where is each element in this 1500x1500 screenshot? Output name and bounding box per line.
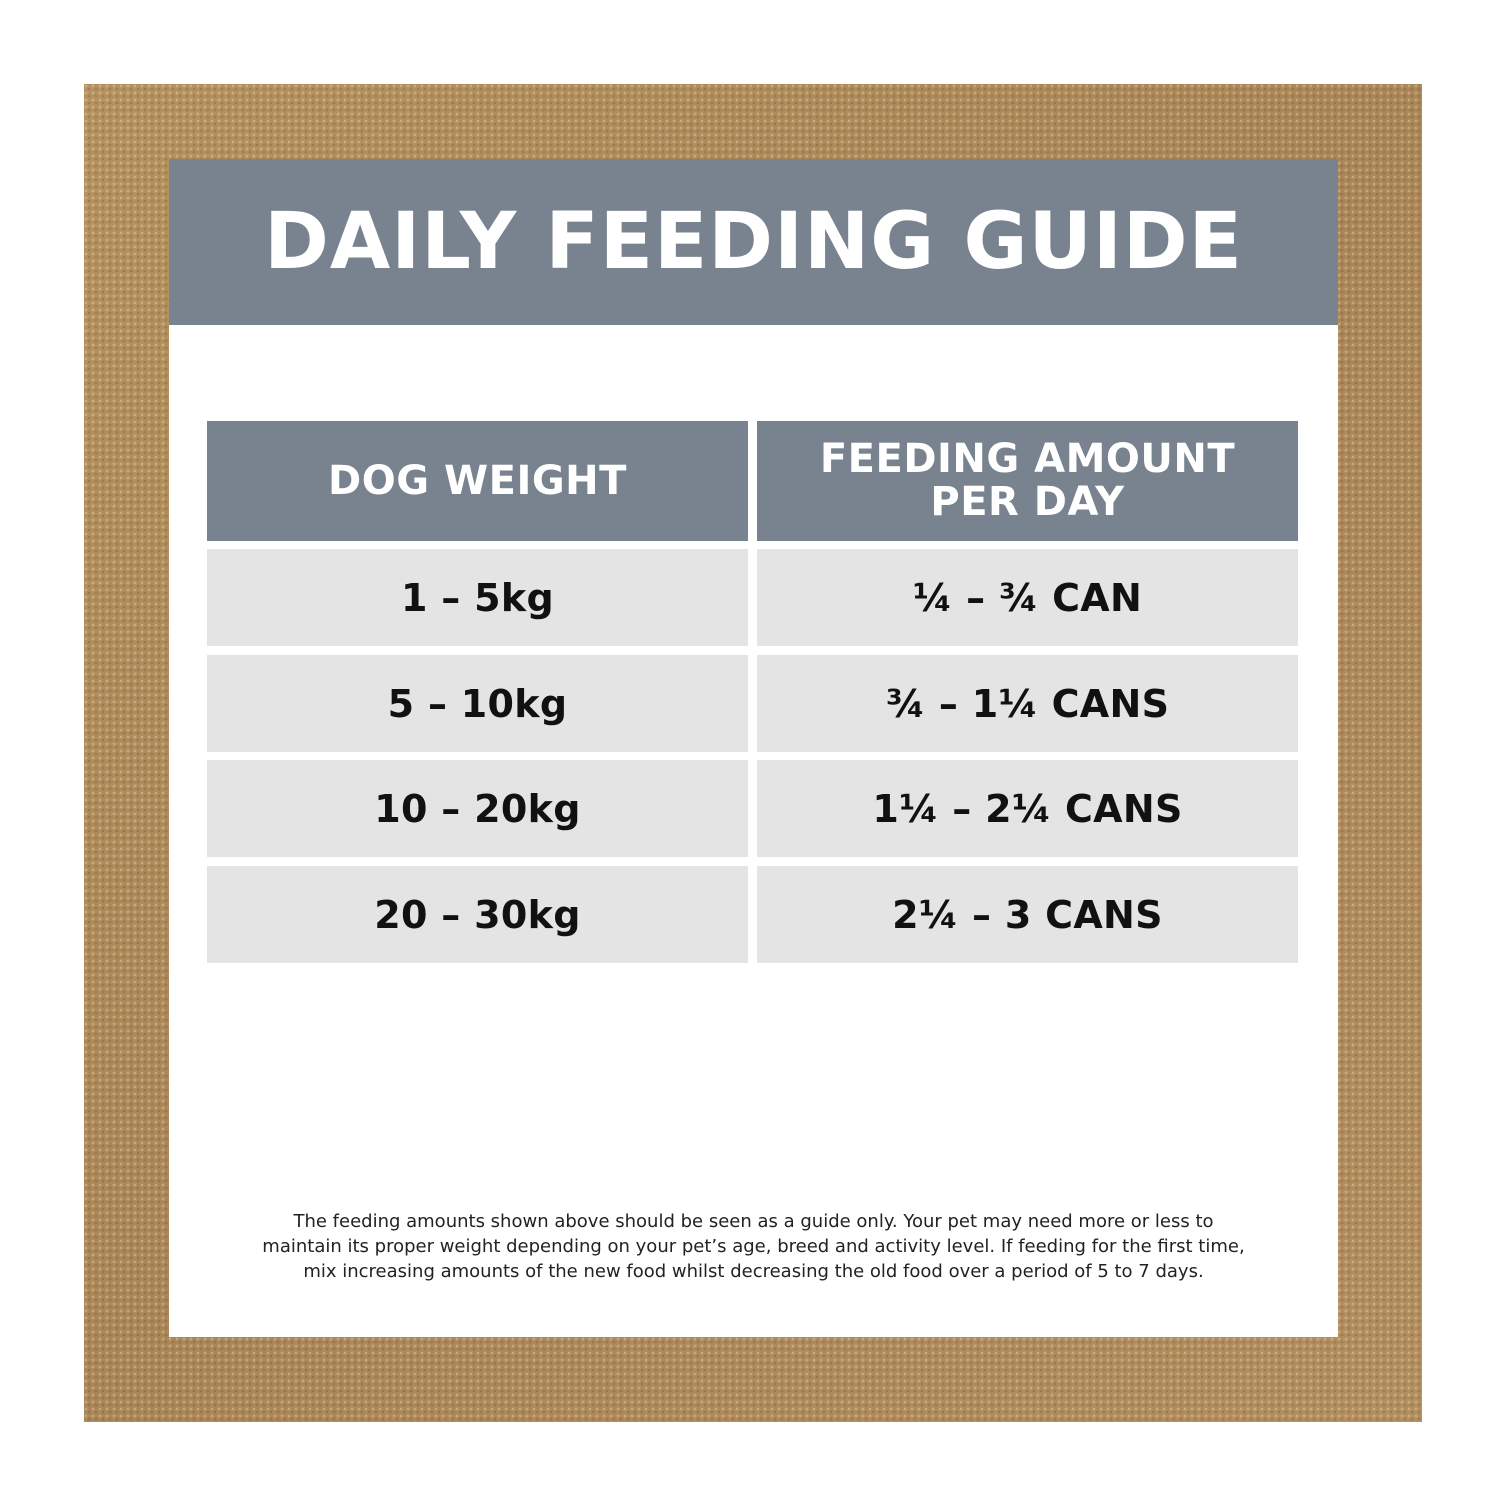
- page-title: DAILY FEEDING GUIDE: [264, 197, 1243, 287]
- disclaimer-line: The feeding amounts shown above should b…: [293, 1211, 1214, 1232]
- header-feeding-amount-text: FEEDING AMOUNT PER DAY: [819, 436, 1236, 525]
- title-band: DAILY FEEDING GUIDE: [169, 159, 1338, 325]
- table-cell-weight: 5 – 10kg: [207, 655, 748, 752]
- feeding-disclaimer: The feeding amounts shown above should b…: [189, 1209, 1318, 1284]
- table-cell-weight: 20 – 30kg: [207, 866, 748, 963]
- table-cell-weight: 1 – 5kg: [207, 549, 748, 646]
- table-cell-amount: ¼ – ¾ CAN: [757, 549, 1298, 646]
- disclaimer-line: mix increasing amounts of the new food w…: [303, 1261, 1204, 1282]
- table-cell-weight: 10 – 20kg: [207, 760, 748, 857]
- feeding-guide-panel: DAILY FEEDING GUIDE DOG WEIGHT FEEDING A…: [169, 159, 1338, 1337]
- table-cell-amount: ¾ – 1¼ CANS: [757, 655, 1298, 752]
- header-feeding-amount: FEEDING AMOUNT PER DAY: [757, 421, 1298, 541]
- header-dog-weight: DOG WEIGHT: [207, 421, 748, 541]
- table-cell-amount: 2¼ – 3 CANS: [757, 866, 1298, 963]
- table-cell-amount: 1¼ – 2¼ CANS: [757, 760, 1298, 857]
- disclaimer-line: maintain its proper weight depending on …: [262, 1236, 1245, 1257]
